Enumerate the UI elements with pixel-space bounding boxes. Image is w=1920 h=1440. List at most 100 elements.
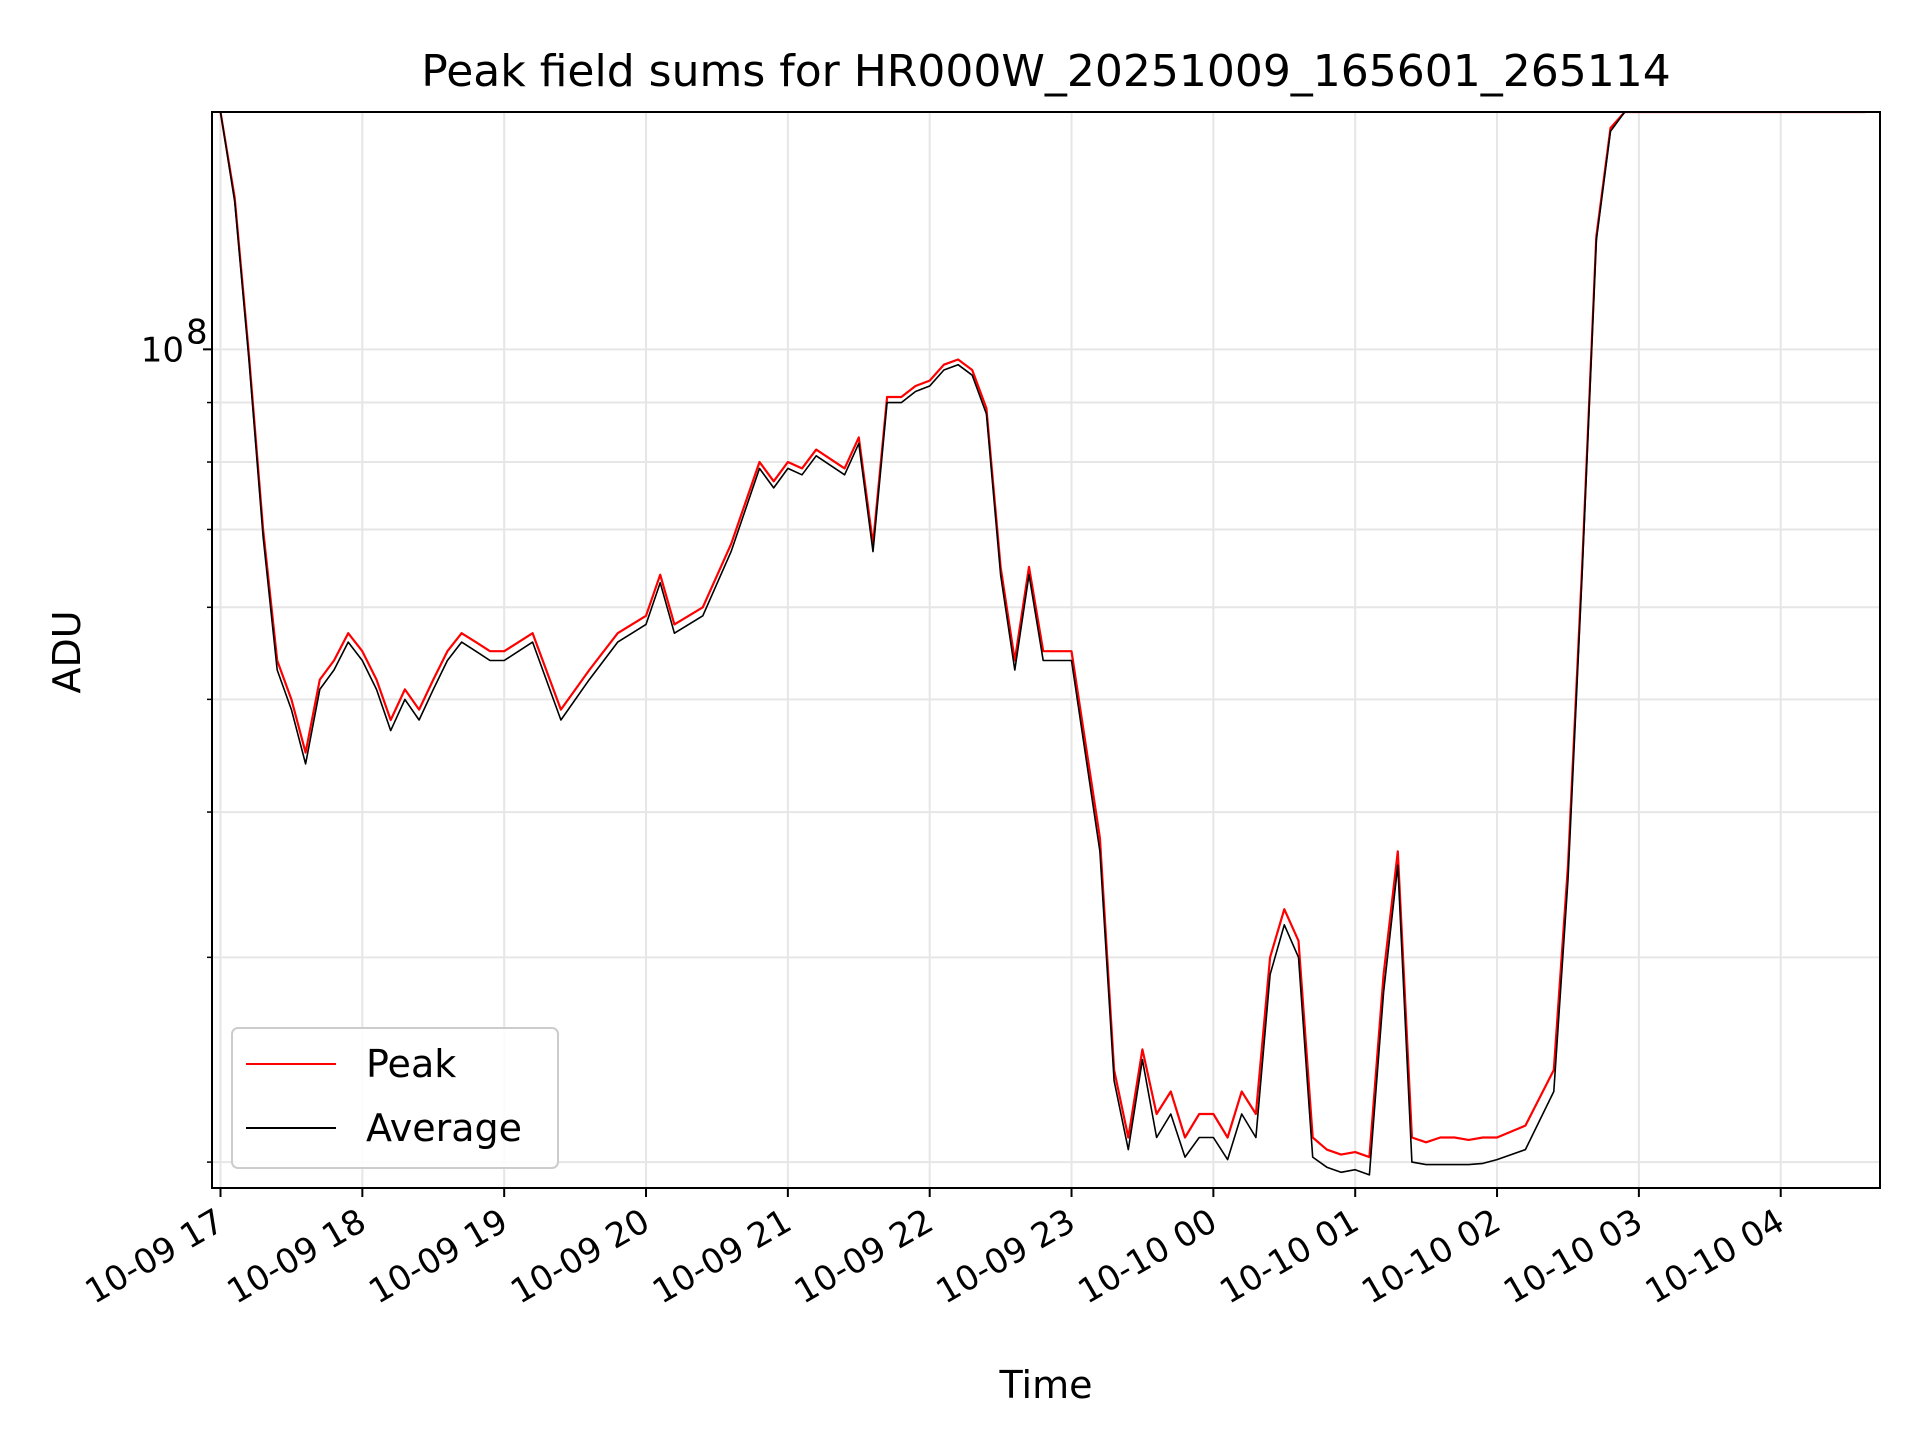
peak-data-point [1099,837,1101,839]
average-data-point [1454,1164,1455,1166]
peak-data-point [503,650,505,652]
average-data-point [489,660,491,661]
average-data-point [262,536,264,538]
peak-data-point [418,709,420,711]
y-axis-label: ADU [45,610,89,693]
peak-data-point [333,660,335,661]
peak-data-point [815,449,817,451]
average-data-point [1368,1174,1370,1176]
average-data-point [305,763,307,765]
average-data-point [290,709,292,711]
peak-data-point [1227,1137,1229,1138]
average-data-point [1198,1137,1200,1138]
average-data-point [532,641,534,643]
peak-data-point [1042,650,1044,652]
y-tick-label-exponent: 8 [186,312,208,352]
average-data-point [319,688,321,690]
average-data-point [361,660,363,661]
average-data-point [1496,1159,1498,1161]
average-data-point [1113,1080,1115,1082]
peak-data-point [404,688,406,690]
average-data-point [645,623,647,625]
average-data-point [730,551,732,553]
peak-data-point [1553,1069,1555,1071]
average-data-point [659,582,661,584]
peak-data-point [446,650,448,652]
peak-data-point [588,669,590,671]
peak-data-point [844,467,846,469]
average-data-point [915,391,916,392]
average-data-point [432,688,434,690]
peak-data-point [461,632,463,634]
average-data-point [1127,1149,1129,1151]
peak-data-point [858,436,860,438]
average-data-point [1595,240,1597,242]
peak-data-point [1439,1137,1441,1138]
peak-data-point [702,606,704,608]
average-data-point [1042,660,1044,661]
average-data-point [503,660,505,661]
average-data-point [347,641,349,643]
average-data-point [1439,1164,1441,1166]
peak-data-point [290,698,292,700]
peak-data-point [1425,1141,1427,1143]
peak-data-point [1354,1151,1356,1153]
grid-layer [212,112,1880,1188]
average-data-point [1482,1162,1484,1164]
average-data-point [1553,1091,1555,1092]
peak-data-point [773,480,775,482]
average-data-point [773,487,775,489]
average-data-point [900,402,902,404]
average-data-point [801,474,803,476]
average-data-point [234,201,236,203]
peak-data-point [1368,1156,1370,1158]
average-data-point [929,385,931,387]
average-data-point [1241,1113,1243,1115]
average-data-point [985,413,987,415]
peak-data-point [801,467,803,469]
peak-data-point [886,396,888,398]
peak-data-point [532,632,534,634]
peak-data-point [1141,1048,1143,1050]
average-data-point [1468,1164,1470,1166]
average-data-point [971,374,973,376]
peak-data-point [617,632,619,634]
average-data-point [1581,574,1583,576]
peak-data-point [1014,660,1016,661]
average-data-point [702,615,704,617]
average-data-point [376,688,377,690]
peak-data-point [1454,1137,1455,1138]
peak-data-point [759,461,760,463]
peak-data-point [1127,1137,1129,1138]
average-data-point [1283,924,1285,926]
peak-data-point [347,632,349,634]
peak-data-point [1198,1113,1200,1115]
peak-data-point [971,369,973,371]
average-data-point [787,467,789,469]
peak-data-point [1170,1091,1172,1092]
peak-data-point [645,615,647,617]
peak-data-point [1326,1149,1328,1151]
average-data-point [617,641,619,643]
average-data-point [1610,130,1611,132]
peak-data-point [900,396,902,398]
average-data-point [1141,1059,1143,1061]
peak-data-point [929,380,931,382]
average-data-point [1170,1113,1172,1115]
average-data-point [673,632,675,634]
peak-data-point [1298,940,1299,942]
peak-data-point [787,461,789,463]
average-series-line [219,112,1866,1176]
peak-data-point [475,641,477,643]
peak-data-point [432,679,434,681]
peak-data-point [1028,566,1030,568]
average-data-point [1099,850,1101,852]
peak-data-point [985,407,987,409]
average-data-point [588,679,590,681]
peak-data-point [305,752,307,754]
average-data-point [1071,660,1072,661]
peak-data-point [673,623,675,625]
average-data-point [1227,1159,1229,1161]
peak-data-point [1283,908,1285,910]
